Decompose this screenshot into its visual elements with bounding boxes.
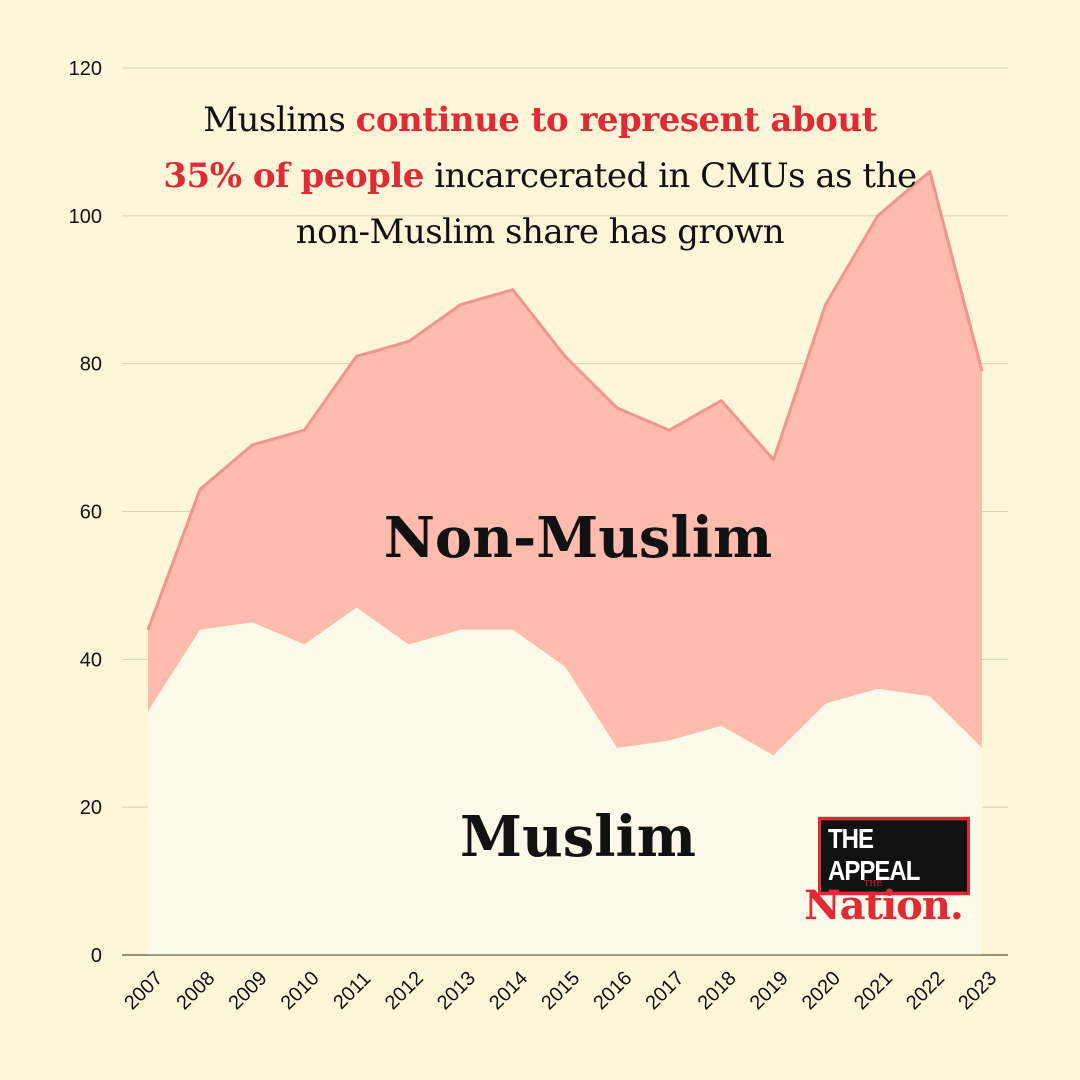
chart-headline: Muslims continue to represent about 35% o… <box>130 92 950 260</box>
x-tick-label: 2019 <box>746 967 793 1014</box>
y-tick-label: 0 <box>91 945 102 967</box>
x-tick-label: 2017 <box>641 967 688 1014</box>
headline-highlight-1: continue to represent about <box>355 100 878 140</box>
the-appeal-logo: THE APPEAL <box>818 816 970 896</box>
y-tick-label: 40 <box>80 649 102 671</box>
y-tick-label: 120 <box>69 58 102 80</box>
x-tick-label: 2012 <box>381 967 428 1014</box>
x-tick-label: 2013 <box>433 967 480 1014</box>
x-tick-label: 2008 <box>172 967 219 1014</box>
x-axis: 2007 2008 2009 2010 2011 2012 2013 2014 2015 2016… <box>120 954 1008 1014</box>
area-layer <box>146 169 984 955</box>
series-area-muslim <box>148 607 982 955</box>
y-tick-label: 60 <box>80 502 102 524</box>
x-tick-label: 2016 <box>589 967 636 1014</box>
the-nation-logo-the: THE <box>864 879 883 888</box>
x-tick-label: 2022 <box>902 967 949 1014</box>
y-tick-label: 100 <box>69 206 102 228</box>
series-label-non-muslim: Non-Muslim <box>384 505 773 571</box>
series-line-total <box>146 169 984 631</box>
x-tick-label: 2009 <box>224 967 271 1014</box>
series-area-non-muslim <box>148 171 982 756</box>
publisher-logos: THE APPEAL THE Nation. <box>800 816 970 932</box>
x-tick-label: 2018 <box>694 967 741 1014</box>
the-nation-logo: Nation. <box>804 882 964 929</box>
x-tick-label: 2011 <box>329 968 375 1014</box>
series-label-muslim: Muslim <box>460 804 696 870</box>
x-tick-label: 2014 <box>485 967 532 1014</box>
headline-text-1: Muslims <box>203 100 356 140</box>
x-tick-label: 2015 <box>537 967 584 1014</box>
x-tick-label: 2021 <box>850 967 897 1014</box>
series-labels: Non-Muslim Muslim <box>384 505 773 870</box>
x-tick-label: 2023 <box>954 967 1001 1014</box>
y-axis: 0 20 40 60 80 100 120 <box>69 58 102 967</box>
x-tick-label: 2007 <box>120 967 167 1014</box>
headline-text-2: incarcerated in CMUs as the non-Muslim s… <box>295 156 917 252</box>
x-tick-label: 2020 <box>798 967 845 1014</box>
x-tick-label: 2010 <box>277 967 324 1014</box>
y-tick-label: 80 <box>80 354 102 376</box>
y-tick-label: 20 <box>80 797 102 819</box>
headline-highlight-2: 35% of people <box>163 156 424 196</box>
